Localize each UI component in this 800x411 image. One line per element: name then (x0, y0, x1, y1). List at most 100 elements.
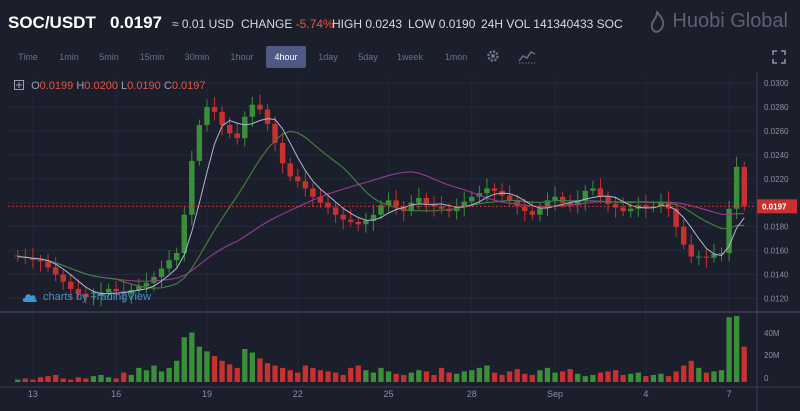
candle-body (257, 104, 263, 110)
interval-1week[interactable]: 1week (396, 52, 423, 62)
volume-bar (741, 346, 747, 382)
interval-4hour[interactable]: 4hour (266, 46, 306, 68)
candle-body (393, 200, 399, 207)
volume-bar (90, 376, 97, 382)
volume-bar (446, 372, 452, 382)
volume-bar (295, 372, 301, 382)
interval-1min[interactable]: 1min (59, 52, 79, 62)
candle-body (98, 292, 104, 297)
volume-bar (204, 351, 210, 382)
close-label: C (163, 80, 172, 92)
candle-body (370, 214, 377, 221)
flame-icon (651, 10, 665, 33)
candle-body (627, 208, 634, 212)
volume-bar (196, 346, 203, 382)
volume-bar (249, 352, 256, 382)
interval-1day[interactable]: 1day (318, 52, 338, 62)
candle-body (590, 188, 596, 191)
candle-body (143, 282, 150, 287)
volume-bar (567, 369, 573, 382)
candle-body (438, 206, 445, 209)
volume-bar (575, 373, 581, 382)
candle-body (423, 197, 430, 204)
volume-bar (60, 378, 66, 382)
volume-bar (355, 365, 361, 382)
candle-body (302, 181, 309, 189)
volume-bar (68, 379, 74, 382)
candle-body (295, 176, 301, 182)
pair-symbol[interactable]: SOC/USDT (8, 13, 96, 32)
volume-bar (612, 370, 619, 382)
volume-bar (484, 365, 490, 382)
change-label: CHANGE (241, 17, 293, 31)
interval-5day[interactable]: 5day (358, 52, 378, 62)
candle-body (514, 200, 520, 207)
candle-body (83, 293, 89, 298)
candle-body (249, 104, 256, 117)
price-chart[interactable]: 0.0300 0.0280 0.0260 0.0240 0.0220 0.0200 0.01… (0, 72, 800, 411)
volume-bar (628, 373, 634, 382)
volume-bar (476, 367, 483, 382)
candle-body (612, 203, 619, 208)
candle-body (234, 133, 240, 139)
time-tick-label: 4 (643, 389, 648, 399)
time-tick-label: 13 (28, 389, 38, 399)
interval-1mon[interactable]: 1mon (444, 52, 468, 62)
volume-tick-label: 20M (764, 351, 780, 360)
price-tick-label: 0.0280 (764, 103, 789, 112)
interval-1hour[interactable]: 1hour (230, 52, 254, 62)
interval-15min[interactable]: 15min (139, 52, 165, 62)
candle-body (741, 166, 747, 207)
low-label: L (121, 80, 128, 92)
price-tick-label: 0.0240 (764, 151, 789, 160)
volume-bar (45, 376, 51, 382)
fullscreen-icon[interactable] (772, 50, 786, 64)
time-tick-label: 19 (202, 389, 212, 399)
expand-icon[interactable] (14, 80, 24, 90)
volume-bar (552, 372, 558, 382)
candle-body (416, 197, 422, 203)
candle-body (597, 188, 604, 197)
indicators-icon[interactable] (518, 48, 536, 64)
volume-bar (537, 370, 543, 382)
interval-time[interactable]: Time (18, 52, 38, 62)
moving-averages (8, 118, 756, 295)
volume-bar (711, 371, 717, 382)
candle-body (166, 260, 172, 269)
volume-bar (30, 379, 36, 382)
change-value: -5.74% (295, 17, 334, 31)
candle-body (733, 166, 740, 209)
tradingview-watermark[interactable]: charts by TradingView (22, 291, 151, 303)
volume-bar (416, 370, 422, 382)
volume-bar (681, 365, 687, 382)
candle-body (113, 288, 119, 292)
candle-body (90, 296, 97, 298)
high-value: 0.0200 (84, 80, 118, 92)
candlesticks (15, 94, 747, 307)
volume-bar (370, 372, 377, 382)
volume-bar (582, 376, 588, 382)
interval-30min[interactable]: 30min (184, 52, 210, 62)
low-stat: LOW 0.0190 (408, 17, 475, 31)
volume-bar (673, 371, 679, 382)
volume-bar (98, 374, 104, 382)
volume-bar (317, 370, 324, 382)
volume-bar (143, 370, 150, 382)
candle-body (620, 207, 626, 212)
candle-body (726, 208, 732, 253)
candle-body (128, 290, 135, 294)
cloud-icon (22, 293, 37, 302)
interval-5min[interactable]: 5min (99, 52, 119, 62)
candle-body (363, 220, 369, 225)
volume-bar (718, 370, 725, 382)
gear-icon[interactable] (485, 48, 501, 64)
close-value: 0.0197 (171, 80, 206, 92)
candle-body (680, 226, 687, 245)
candle-body (196, 125, 203, 161)
volume-tick-label: 0 (764, 374, 769, 383)
open-value: 0.0199 (39, 80, 74, 92)
volume-bar (272, 365, 278, 382)
volume-bar (340, 374, 346, 382)
volume-bar (174, 360, 180, 382)
candle-body (30, 257, 36, 261)
